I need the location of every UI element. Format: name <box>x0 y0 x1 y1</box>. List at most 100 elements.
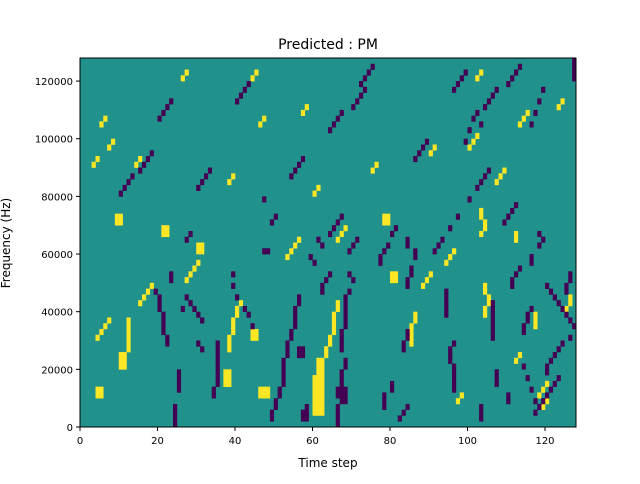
heatmap-cell-low <box>269 415 275 422</box>
heatmap-cell-low <box>510 282 515 289</box>
heatmap-cell-high <box>514 230 519 238</box>
heatmap-cell-low <box>560 340 565 347</box>
x-tick-label: 60 <box>306 436 319 447</box>
heatmap-cell-low <box>405 242 410 249</box>
heatmap-cell-low <box>273 398 278 405</box>
x-tick-label: 100 <box>458 436 477 447</box>
heatmap-cell-low <box>510 207 515 214</box>
heatmap-cell-low <box>529 121 534 128</box>
heatmap-cell-low <box>409 265 414 272</box>
heatmap-cell-low <box>211 386 216 393</box>
heatmap-cell-high <box>331 323 337 330</box>
heatmap-cell-low <box>339 213 344 220</box>
heatmap-cell-low <box>355 236 360 243</box>
heatmap-cell-high <box>483 219 488 226</box>
heatmap-cell-high <box>227 340 232 347</box>
heatmap-cell-low <box>246 81 251 88</box>
heatmap-cell-high <box>184 69 189 76</box>
heatmap-cell-low <box>448 357 453 364</box>
heatmap-cell-high <box>126 323 131 330</box>
heatmap-cell-low <box>424 138 430 145</box>
heatmap-cell-high <box>541 386 546 393</box>
heatmap-cell-low <box>413 254 418 261</box>
heatmap-cell-low <box>343 317 348 324</box>
heatmap-cell-low <box>552 352 557 359</box>
heatmap-cell-low <box>366 69 371 76</box>
heatmap-cell-low <box>235 98 240 105</box>
heatmap-cell-low <box>153 288 158 295</box>
heatmap-cell-high <box>126 317 131 324</box>
heatmap-cell-low <box>506 213 511 220</box>
heatmap-cell-low <box>165 340 170 347</box>
heatmap-cell-high <box>432 144 437 151</box>
heatmap-cell-high <box>320 380 325 387</box>
heatmap-cell-high <box>200 248 205 255</box>
heatmap-cell-high <box>533 323 538 330</box>
heatmap-cell-high <box>188 271 193 278</box>
y-axis-label: Frequency (Hz) <box>0 198 13 289</box>
heatmap-cell-low <box>285 346 290 353</box>
heatmap-cell-low <box>455 81 461 88</box>
heatmap-cell-low <box>161 109 166 116</box>
y-tick-label: 80000 <box>41 192 73 203</box>
heatmap-cell-low <box>521 323 526 330</box>
heatmap-cell-low <box>297 352 302 359</box>
heatmap-cell-high <box>320 375 325 382</box>
heatmap-cell-high <box>99 386 104 393</box>
heatmap-cell-low <box>545 369 550 376</box>
heatmap-cell-low <box>494 369 499 376</box>
heatmap-cell-high <box>266 392 271 399</box>
heatmap-cell-high <box>227 334 232 341</box>
heatmap-cell-high <box>103 115 108 122</box>
heatmap-cell-low <box>300 156 306 163</box>
heatmap-cell-low <box>293 167 298 174</box>
heatmap-cell-low <box>215 369 220 376</box>
heatmap-cell-low <box>138 167 143 174</box>
x-axis-label: Time step <box>297 456 357 470</box>
heatmap-cell-low <box>173 409 178 416</box>
heatmap-cell-high <box>145 288 151 295</box>
heatmap-cell-high <box>393 277 399 284</box>
heatmap-cell-low <box>572 323 577 330</box>
heatmap-cell-low <box>506 392 511 399</box>
heatmap-cell-low <box>215 380 220 387</box>
heatmap-cell-low <box>173 415 178 422</box>
heatmap-cell-low <box>541 398 546 405</box>
heatmap-cell-high <box>486 300 492 307</box>
heatmap-cell-low <box>246 311 251 318</box>
heatmap-cell-high <box>223 375 228 382</box>
heatmap-cell-low <box>343 323 348 330</box>
heatmap-cell-low <box>564 288 569 295</box>
heatmap-cell-high <box>390 271 395 278</box>
heatmap-cell-low <box>405 334 410 341</box>
heatmap-cell-high <box>262 115 267 122</box>
heatmap-cell-high <box>180 75 185 82</box>
heatmap-cell-low <box>362 86 368 93</box>
heatmap-cell-low <box>343 398 348 405</box>
heatmap-cell-low <box>529 305 534 312</box>
heatmap-cell-high <box>409 323 414 330</box>
heatmap-cell-high <box>184 277 189 284</box>
heatmap-cell-low <box>455 213 461 220</box>
heatmap-cell-high <box>126 340 131 347</box>
heatmap-cell-low <box>165 334 170 341</box>
heatmap-cell-low <box>490 317 495 324</box>
heatmap-cell-low <box>405 282 410 289</box>
heatmap-cell-high <box>238 300 244 307</box>
heatmap-cell-high <box>541 403 546 411</box>
heatmap-cell-low <box>215 352 220 359</box>
heatmap-cell-low <box>304 415 309 422</box>
heatmap-cell-low <box>564 311 569 318</box>
heatmap-cell-low <box>572 69 577 76</box>
heatmap-cell-low <box>339 380 344 387</box>
heatmap-cell-low <box>142 161 147 168</box>
heatmap-cell-low <box>572 75 577 82</box>
heatmap-cell-low <box>285 340 290 347</box>
heatmap-cell-low <box>359 81 364 88</box>
heatmap-cell-high <box>386 219 391 226</box>
heatmap-cell-high <box>514 357 519 364</box>
heatmap-cell-low <box>297 294 302 301</box>
heatmap-cell-low <box>490 305 495 312</box>
heatmap-cell-high <box>328 340 333 347</box>
heatmap-cell-low <box>180 305 185 312</box>
